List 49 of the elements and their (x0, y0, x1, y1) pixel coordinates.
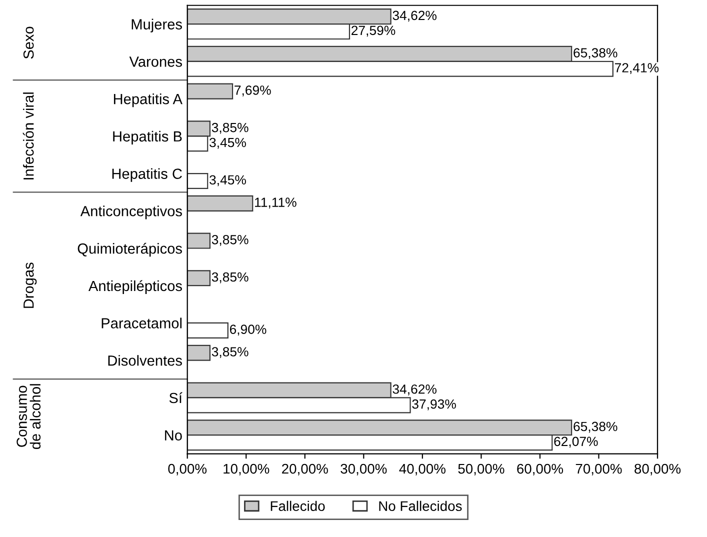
data-label: 27,59% (352, 26, 396, 37)
y-tick-label: Quimioterápicos (78, 242, 182, 257)
data-label: 3,85% (212, 234, 248, 246)
x-tick-label: 30,00% (340, 464, 387, 476)
x-tick-label: 20,00% (282, 464, 328, 476)
data-label: 3,85% (212, 347, 248, 358)
y-tick-label: Paracetamol (102, 318, 182, 328)
bar (187, 195, 254, 212)
data-label: 6,90% (230, 324, 266, 336)
data-label: 3,85% (212, 272, 248, 284)
data-label: 34,62% (392, 10, 436, 22)
data-label: 3,45% (210, 175, 246, 186)
data-label: 72,41% (614, 63, 659, 74)
x-tick-label: 60,00% (517, 464, 564, 476)
text: Sexo (23, 26, 34, 59)
x-tick-label: 80,00% (634, 464, 681, 476)
y-tick-label: Hepatitis C (112, 168, 182, 182)
bar (187, 270, 211, 286)
bar (187, 232, 211, 249)
x-tick-label: 50,00% (458, 464, 504, 476)
legend-label: Fallecido (270, 500, 325, 512)
bar (187, 83, 234, 100)
y-tick-label: Varones (129, 56, 182, 67)
x-tick-label: 40,00% (399, 464, 446, 476)
data-label: 3,45% (210, 138, 246, 149)
data-label: 7,69% (234, 86, 271, 96)
y-tick-label: Antiepilépticos (88, 280, 182, 294)
data-label: 65,38% (574, 422, 618, 433)
data-label: 3,85% (212, 122, 248, 134)
y-tick-label: Hepatitis B (113, 130, 182, 144)
legend-label: No Fallecidos (379, 500, 462, 512)
y-tick-label: Mujeres (132, 18, 182, 32)
bar (187, 344, 211, 361)
text: Consumo de alcohol (16, 384, 41, 450)
x-tick-label: 0,00% (168, 464, 207, 476)
text: Drogas (24, 262, 37, 308)
text: Infección viral (22, 92, 34, 180)
y-tick-label: No (165, 430, 182, 441)
data-label: 65,38% (574, 48, 618, 60)
data-label: 37,93% (412, 399, 456, 410)
data-label: 34,62% (392, 384, 436, 396)
y-tick-label: Sí (169, 392, 182, 404)
x-tick-label: 70,00% (576, 464, 622, 476)
y-tick-label: Hepatitis A (114, 94, 182, 108)
data-label: 11,11% (255, 198, 296, 209)
y-tick-label: Disolventes (108, 355, 182, 366)
x-tick-label: 10,00% (224, 464, 270, 476)
y-tick-label: Anticonceptivos (80, 206, 182, 220)
data-label: 62,07% (554, 436, 598, 448)
